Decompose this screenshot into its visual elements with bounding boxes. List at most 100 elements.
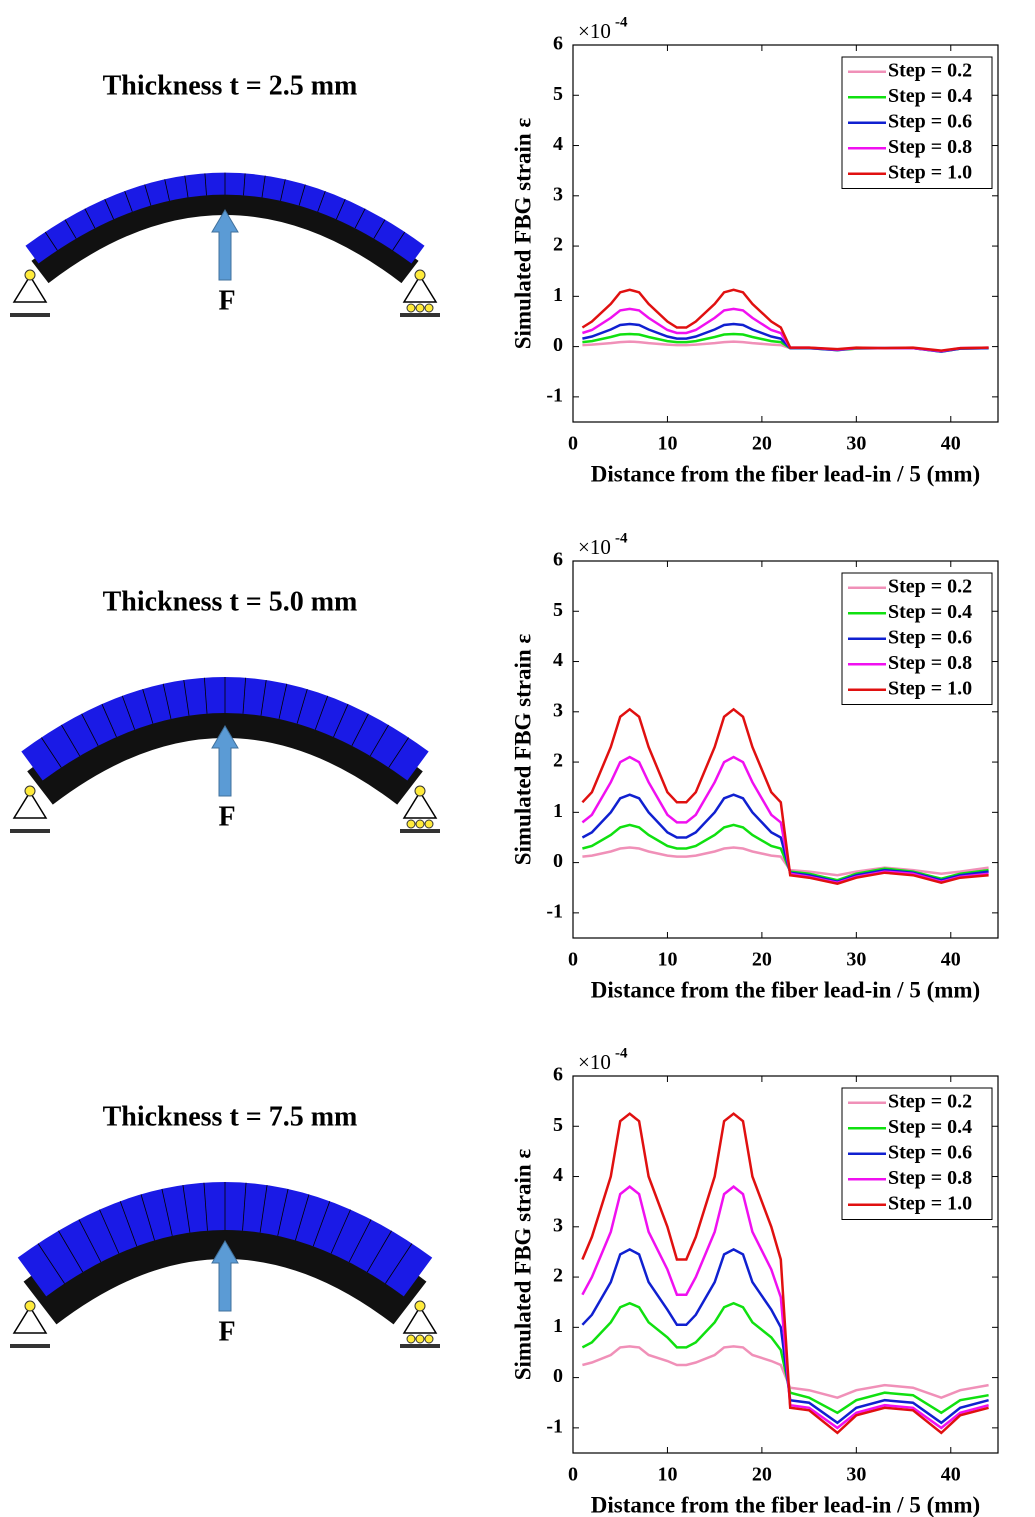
legend-label: Step = 0.8 (888, 136, 972, 158)
mesh-line (330, 1209, 351, 1254)
roller (406, 303, 416, 313)
pin (414, 1300, 426, 1312)
beam-shadow (23, 1205, 427, 1325)
series-line (581, 793, 989, 883)
series-line (581, 288, 989, 352)
mesh-line (280, 179, 286, 201)
mesh-line (369, 724, 389, 757)
x-tick-label: 40 (941, 949, 961, 971)
mesh-line (44, 231, 58, 251)
y-tick-label: 0 (553, 334, 563, 356)
y-multiplier-exponent: -4 (615, 1045, 628, 1061)
y-tick-label: 5 (553, 83, 563, 105)
roller (415, 819, 425, 829)
force-label: F (218, 285, 235, 316)
y-tick-label: 4 (553, 133, 563, 155)
y-tick-label: 6 (553, 1064, 563, 1086)
y-axis-label: Simulated FBG strain ε (510, 1149, 535, 1381)
legend-label: Step = 0.2 (888, 1090, 972, 1112)
x-tick-label: 30 (846, 949, 866, 971)
x-tick-label: 20 (752, 433, 772, 455)
legend-label: Step = 0.8 (888, 652, 972, 674)
roller (406, 1334, 416, 1344)
mesh-line (162, 683, 172, 720)
mesh-line (259, 1185, 268, 1233)
mesh-line (61, 724, 81, 757)
y-tick-label: 0 (553, 850, 563, 872)
legend-label: Step = 1.0 (888, 161, 972, 183)
y-tick-label: 6 (553, 549, 563, 571)
mesh-line (124, 190, 133, 212)
legend-label: Step = 0.4 (888, 601, 972, 623)
x-tick-label: 10 (657, 949, 677, 971)
x-axis-label: Distance from the fiber lead-in / 5 (mm) (591, 977, 980, 1002)
mesh-line (58, 1230, 84, 1273)
support (402, 1305, 438, 1334)
force-arrow (211, 725, 239, 797)
legend-label: Step = 0.6 (888, 1141, 972, 1163)
chart: -1 0 1 2 3 4 5 6 0 10 20 30 40 Distance from the fibe… (510, 14, 999, 486)
series-line (581, 707, 989, 885)
y-tick-label: -1 (546, 384, 563, 406)
mesh-line (348, 1219, 372, 1263)
mesh-line (385, 1243, 413, 1284)
mesh-line (84, 208, 96, 229)
mesh-line (314, 695, 329, 730)
mesh-line (317, 190, 326, 212)
mesh-line (182, 1185, 191, 1233)
mesh-line (161, 1188, 173, 1236)
panel-title: Thickness t = 5.0 mm (103, 586, 358, 617)
y-tick-label: 1 (553, 284, 563, 306)
pin (414, 785, 426, 797)
y-tick-label: 2 (553, 234, 563, 256)
legend-label: Step = 0.6 (888, 626, 972, 648)
mesh-line (242, 1182, 247, 1231)
mesh-line (203, 677, 208, 714)
y-tick-label: 1 (553, 1315, 563, 1337)
x-tick-label: 20 (752, 1464, 772, 1486)
chart: -1 0 1 2 3 4 5 6 0 10 20 30 40 Distance from the fibe… (510, 1045, 999, 1517)
series-line (581, 1185, 989, 1430)
support (402, 274, 438, 303)
x-tick-label: 10 (657, 433, 677, 455)
mesh-line (351, 713, 369, 746)
legend-label: Step = 0.4 (888, 1116, 972, 1138)
mesh-line (261, 175, 266, 198)
y-axis-label: Simulated FBG strain ε (510, 118, 535, 350)
y-multiplier: ×10 (578, 535, 611, 559)
mesh-line (335, 199, 346, 220)
series-line (582, 1345, 989, 1400)
ground (10, 313, 50, 317)
series-line (582, 846, 989, 877)
mesh-line (298, 184, 306, 206)
mesh-line (242, 677, 247, 714)
mesh-line (392, 231, 406, 251)
legend-label: Step = 1.0 (888, 1192, 972, 1214)
mesh-line (366, 1230, 392, 1273)
force-arrow (211, 209, 239, 281)
x-tick-label: 10 (657, 1464, 677, 1486)
y-tick-label: 3 (553, 183, 563, 205)
y-multiplier: ×10 (578, 1050, 611, 1074)
y-tick-label: -1 (546, 1415, 563, 1437)
x-tick-label: 0 (568, 1464, 578, 1486)
mesh-line (78, 1219, 102, 1263)
mesh-line (164, 179, 170, 201)
legend-label: Step = 1.0 (888, 677, 972, 699)
mesh-line (140, 1194, 155, 1241)
mesh-line (104, 199, 115, 220)
mesh-line (312, 1201, 331, 1247)
y-axis-label: Simulated FBG strain ε (510, 634, 535, 866)
series-line (581, 1112, 989, 1435)
x-tick-label: 20 (752, 949, 772, 971)
mesh-line (354, 208, 366, 229)
y-tick-label: 6 (553, 33, 563, 55)
mesh-line (142, 688, 154, 724)
y-tick-label: 5 (553, 1114, 563, 1136)
force-label: F (218, 801, 235, 832)
mesh-line (144, 184, 152, 206)
mesh-line (243, 173, 246, 196)
mesh-line (99, 1209, 120, 1254)
x-tick-label: 40 (941, 1464, 961, 1486)
